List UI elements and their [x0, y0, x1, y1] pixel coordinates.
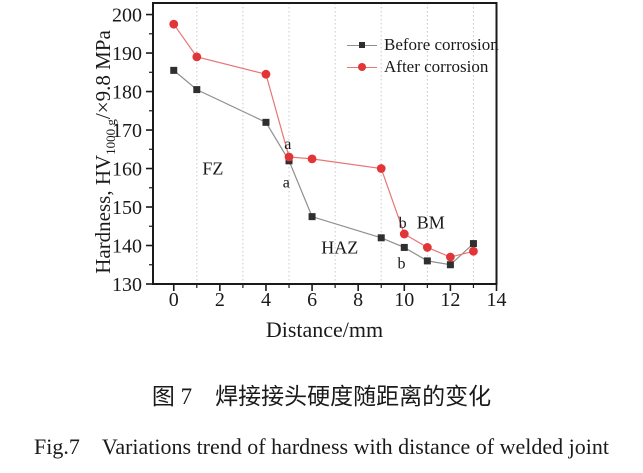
annotation-a: a [284, 136, 291, 153]
square-marker-icon [347, 40, 377, 50]
data-point-circle [469, 246, 478, 256]
y-tick-label: 130 [112, 274, 142, 296]
annotation-b: b [398, 255, 406, 272]
circle-marker-icon [347, 62, 377, 72]
y-tick-label: 140 [112, 236, 142, 258]
data-point-circle [192, 52, 202, 62]
y-tick-label: 200 [112, 5, 142, 27]
data-point-square [446, 261, 454, 269]
legend-marker-circle [358, 63, 366, 71]
x-tick-label: 10 [394, 289, 414, 311]
data-point-square [400, 243, 408, 251]
annotation-b: b [399, 215, 407, 232]
annotation-haz: HAZ [321, 237, 358, 257]
data-point-circle [399, 229, 409, 239]
caption-chinese: 图 7 焊接接头硬度随距离的变化 [151, 384, 492, 409]
legend: Before corrosion After corrosion [347, 34, 499, 78]
legend-item-after-corrosion: After corrosion [347, 56, 499, 78]
y-tick-label: 160 [112, 159, 142, 181]
caption-english: Fig.7 Variations trend of hardness with … [34, 434, 609, 459]
plot-border [152, 2, 498, 285]
x-tick-label: 12 [440, 289, 460, 311]
data-point-square [262, 118, 270, 126]
y-axis-title-text: Hardness, HV [91, 154, 115, 274]
data-point-square [308, 213, 316, 221]
hardness-distance-chart: 0 2 4 6 8 10 12 14 130 140 150 160 170 180 190 200 FZ HAZ… [112, 2, 507, 311]
y-axis-title-subscript: 1000 g [103, 119, 119, 155]
data-point-square [469, 240, 477, 248]
data-point-circle [307, 154, 317, 164]
x-tick-label: 14 [487, 289, 507, 311]
series-line-after-corrosion [173, 23, 474, 258]
annotation-bm: BM [417, 212, 445, 232]
x-axis-title: Distance/mm [265, 317, 384, 342]
y-tick-label: 170 [112, 120, 142, 142]
data-point-square [170, 66, 178, 74]
x-tick-label: 8 [353, 289, 363, 311]
data-point-circle [376, 164, 386, 173]
x-tick-label: 6 [307, 289, 317, 311]
data-point-circle [445, 252, 455, 262]
data-point-square [377, 234, 385, 242]
data-point-circle [169, 19, 179, 29]
y-axis-title: Hardness, HV1000 g/×9.8 MPa [90, 0, 119, 317]
annotation-fz: FZ [202, 159, 223, 179]
x-tick-label: 4 [261, 289, 271, 311]
data-point-square [423, 257, 431, 265]
data-point-circle [422, 243, 432, 252]
legend-label: After corrosion [384, 57, 489, 76]
y-tick-label: 180 [112, 82, 142, 104]
x-tick-label: 2 [215, 289, 225, 311]
data-point-square [193, 86, 201, 94]
series-line-before-corrosion [173, 69, 474, 266]
y-tick-label: 190 [112, 43, 142, 65]
y-axis-title-units: /×9.8 MPa [91, 30, 115, 120]
y-tick-label: 150 [112, 197, 142, 219]
data-point-circle [261, 69, 271, 79]
legend-marker-square [359, 42, 365, 48]
x-tick-label: 0 [169, 289, 179, 311]
legend-label: Before corrosion [384, 35, 499, 54]
data-point-circle [284, 152, 294, 162]
legend-item-before-corrosion: Before corrosion [347, 34, 499, 56]
annotation-a: a [283, 174, 290, 191]
